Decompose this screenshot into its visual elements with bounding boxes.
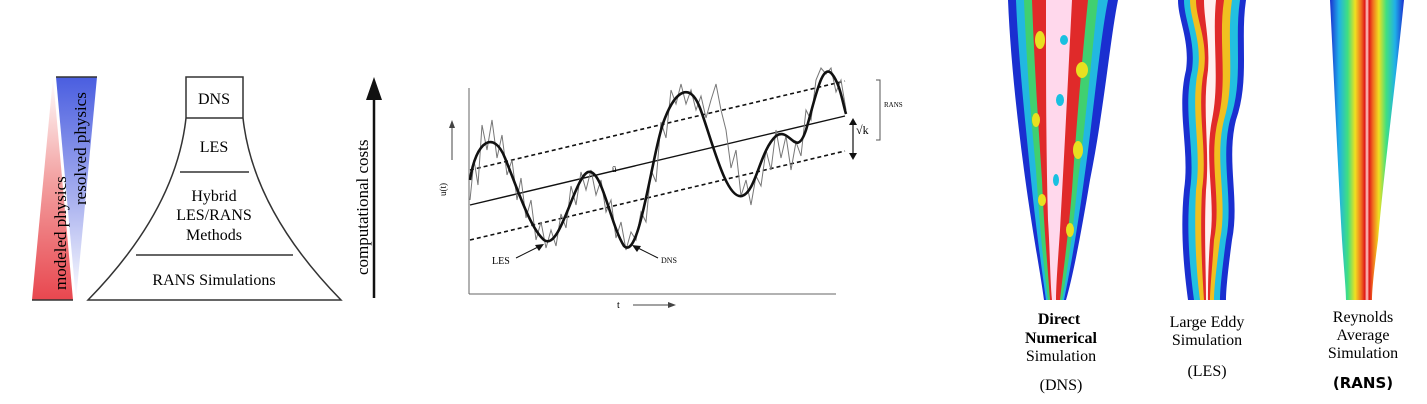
resolved-physics-triangle (56, 77, 97, 300)
sqrtk-label: √k (856, 123, 869, 137)
dns-caption-line-3: Simulation (1026, 348, 1096, 365)
dns-caption-line-2: Numerical (1025, 330, 1098, 347)
signal-plot: u(t) t RANS √k ū LES DNS (438, 66, 903, 311)
pyramid-level-les-rans: LES/RANS (176, 207, 252, 224)
les-signal-curve (468, 70, 848, 249)
modeled-physics-label: modeled physics (51, 176, 70, 290)
pyramid-level-dns: DNS (198, 91, 230, 108)
signal-ylabel: u(t) (438, 183, 448, 196)
resolved-physics-label: resolved physics (71, 92, 90, 205)
rans-caption-abbr: (RANS) (1333, 374, 1393, 392)
les-caption-line-1: Large Eddy (1170, 314, 1245, 331)
dns-jet-image (1008, 0, 1118, 300)
upper-bound-line (469, 80, 846, 171)
les-jet-image (1178, 0, 1246, 300)
les-label: LES (492, 256, 510, 267)
mean-label: ū (612, 164, 617, 174)
dns-label: DNS (661, 256, 677, 265)
rans-caption-line-1: Reynolds (1333, 309, 1393, 326)
rans-label: RANS (884, 101, 903, 109)
dns-signal-curve (469, 66, 847, 251)
rans-caption-line-3: Simulation (1328, 345, 1398, 362)
rans-jet-image (1330, 0, 1404, 300)
pyramid-level-les: LES (200, 139, 228, 156)
les-caption-abbr: (LES) (1187, 363, 1226, 380)
dns-caption-line-1: Direct (1038, 311, 1081, 328)
dns-caption-abbr: (DNS) (1040, 377, 1083, 394)
svg-text:Direct Numerical: Direct Numerical (1025, 311, 1098, 347)
modeled-physics-triangle (32, 77, 73, 300)
cost-arrow (366, 77, 382, 298)
pyramid-level-hybrid: Hybrid (191, 188, 236, 205)
pyramid-level-methods: Methods (186, 227, 242, 244)
pyramid-level-rans: RANS Simulations (152, 272, 275, 289)
method-pyramid (86, 76, 343, 301)
les-caption-line-2: Simulation (1172, 332, 1242, 349)
rans-caption-line-2: Average (1337, 327, 1390, 344)
physics-triangles: modeled physics resolved physics (32, 76, 97, 301)
signal-xlabel: t (617, 300, 620, 311)
computational-costs-label: computational costs (353, 139, 372, 275)
